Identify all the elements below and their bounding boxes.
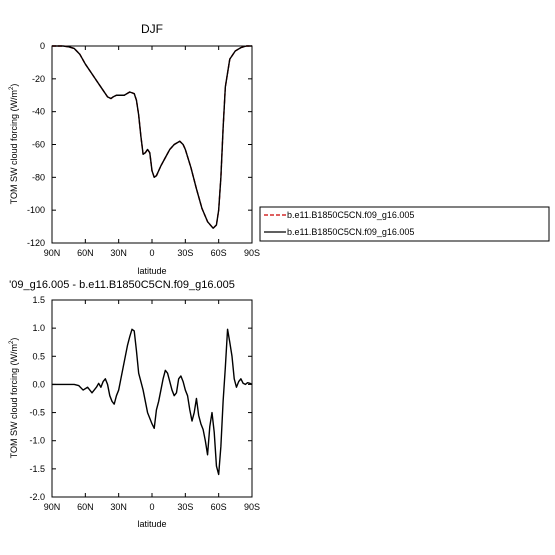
top-x-tick-label: 60S xyxy=(211,248,227,258)
bottom-panel: '09_g16.005 - b.e11.B1850C5CN.f09_g16.00… xyxy=(9,279,260,529)
bottom-y-tick-label: 0.5 xyxy=(32,351,45,361)
top-x-tick-label: 90N xyxy=(44,248,61,258)
legend-label-1: b.e11.B1850C5CN.f09_g16.005 xyxy=(287,210,414,220)
top-x-tick-label: 60N xyxy=(77,248,94,258)
bottom-y-tick-label: 0.0 xyxy=(32,379,45,389)
bottom-x-tick-label: 0 xyxy=(149,502,154,512)
top-x-axis: 90N 60N 30N 0 30S 60S 90S xyxy=(44,46,260,258)
top-y-axis-label: TOM SW cloud forcing (W/m2) xyxy=(9,84,19,205)
top-y-tick-label: -80 xyxy=(32,172,45,182)
bottom-series xyxy=(52,328,253,476)
bottom-y-tick-label: 1.0 xyxy=(32,323,45,333)
top-x-tick-label: 30S xyxy=(177,248,193,258)
top-panel: DJF 90N 60N 30N 0 30S 60S 90S 0 -20 -40 -60 -80 -10… xyxy=(9,22,260,276)
bottom-x-tick-label: 30N xyxy=(110,502,127,512)
bottom-title: '09_g16.005 - b.e11.B1850C5CN.f09_g16.00… xyxy=(9,279,235,291)
bottom-y-tick-label: -0.5 xyxy=(29,408,45,418)
bottom-x-axis-label: latitude xyxy=(137,519,166,529)
bottom-x-tick-label: 30S xyxy=(177,502,193,512)
top-series xyxy=(52,45,252,229)
top-y-tick-label: -120 xyxy=(27,238,45,248)
top-series-line-1 xyxy=(52,45,252,229)
top-y-tick-label: 0 xyxy=(40,41,45,51)
bottom-y-axis: 1.5 1.0 0.5 0.0 -0.5 -1.0 -1.5 -2.0 xyxy=(29,295,252,502)
bottom-series-line-1 xyxy=(52,328,253,476)
top-y-tick-label: -40 xyxy=(32,107,45,117)
legend-label-2: b.e11.B1850C5CN.f09_g16.005 xyxy=(287,227,414,237)
bottom-y-tick-label: -1.5 xyxy=(29,464,45,474)
top-x-axis-label: latitude xyxy=(137,266,166,276)
legend-box xyxy=(259,206,550,242)
bottom-x-tick-label: 60N xyxy=(77,502,94,512)
bottom-plot-frame xyxy=(51,299,253,498)
top-y-tick-label: -60 xyxy=(32,140,45,150)
top-y-axis: 0 -20 -40 -60 -80 -100 -120 xyxy=(27,41,252,248)
top-x-tick-label: 90S xyxy=(244,248,260,258)
bottom-y-tick-label: -1.0 xyxy=(29,436,45,446)
bottom-x-tick-label: 60S xyxy=(211,502,227,512)
top-y-tick-label: -20 xyxy=(32,74,45,84)
top-y-tick-label: -100 xyxy=(27,205,45,215)
top-title: DJF xyxy=(141,22,163,36)
bottom-x-tick-label: 90S xyxy=(244,502,260,512)
legend: b.e11.B1850C5CN.f09_g16.005 b.e11.B1850C… xyxy=(259,206,550,242)
bottom-y-tick-label: 1.5 xyxy=(32,295,45,305)
top-x-tick-label: 30N xyxy=(110,248,127,258)
top-series-line-2 xyxy=(52,45,252,229)
bottom-x-tick-label: 90N xyxy=(44,502,61,512)
bottom-x-axis: 90N 60N 30N 0 30S 60S 90S xyxy=(44,300,260,512)
bottom-y-tick-label: -2.0 xyxy=(29,492,45,502)
top-x-tick-label: 0 xyxy=(149,248,154,258)
bottom-y-axis-label: TOM SW cloud forcing (W/m2) xyxy=(9,338,19,459)
